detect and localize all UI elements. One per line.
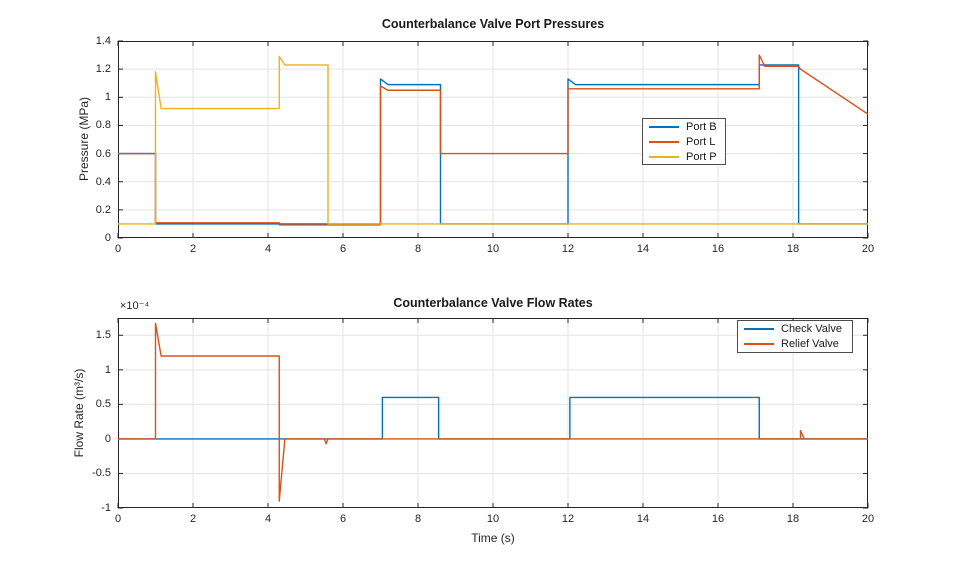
x-tick-label: 20 [861, 243, 875, 255]
x-tick-label: 14 [636, 513, 650, 525]
x-tick-label: 8 [414, 243, 422, 255]
y-tick-label: 1.2 [95, 63, 111, 76]
port-p-line-swatch [649, 155, 679, 158]
y-tick-label: -0.5 [92, 467, 111, 480]
y-tick-label: 0.8 [95, 119, 111, 132]
y-tick-label: 0.4 [95, 175, 111, 188]
legend-label-check-valve: Check Valve [781, 323, 842, 335]
x-tick-label: 0 [114, 513, 122, 525]
time-x-axis-label: Time (s) [471, 531, 515, 545]
x-tick-label: 14 [636, 243, 650, 255]
legend-label-port-l: Port L [686, 135, 716, 148]
legend-item-port-b: Port B [643, 119, 725, 134]
flow-chart-title: Counterbalance Valve Flow Rates [393, 296, 593, 310]
y-tick-label: 0.2 [95, 203, 111, 216]
x-tick-label: 12 [561, 243, 575, 255]
pressure-chart-title: Counterbalance Valve Port Pressures [381, 17, 605, 31]
pressure-plot-area: 0 2 4 6 8 10 12 14 16 18 20 0 0.2 0.4 0.6 0.8 1 1.2 1.4 [96, 35, 874, 255]
x-tick-label: 18 [786, 513, 800, 525]
y-tick-label: 0 [104, 232, 111, 244]
x-tick-label: 16 [711, 513, 725, 525]
flow-y-axis-label: Flow Rate (m³/s) [72, 368, 86, 458]
y-tick-label: 1 [104, 363, 111, 376]
x-tick-label: 6 [339, 243, 347, 255]
y-axis-multiplier-label: ×10⁻⁴ [120, 300, 150, 312]
flow-legend: Check Valve Relief Valve [737, 320, 853, 353]
check-valve-line-swatch [744, 328, 774, 330]
legend-item-port-l: Port L [643, 134, 725, 149]
x-tick-label: 18 [786, 243, 800, 255]
x-tick-label: 12 [561, 513, 575, 525]
relief-valve-line-swatch [744, 343, 774, 345]
legend-item-port-p: Port P [643, 149, 725, 164]
x-tick-label: 10 [486, 243, 500, 255]
port-b-line-swatch [649, 125, 679, 128]
y-tick-label: 1.5 [95, 329, 111, 342]
legend-label-port-b: Port B [686, 120, 717, 133]
y-tick-label: 0.5 [95, 398, 111, 411]
y-tick-label: 1.4 [95, 35, 111, 47]
y-tick-label: 0 [104, 432, 111, 445]
y-tick-label: 0.6 [95, 147, 111, 160]
y-tick-label: -1 [101, 502, 111, 514]
x-tick-label: 10 [486, 513, 500, 525]
pressure-legend: Port B Port L Port P [642, 118, 726, 165]
port-l-line-swatch [649, 140, 679, 143]
x-tick-label: 4 [264, 513, 272, 525]
x-tick-label: 6 [339, 513, 347, 525]
x-tick-label: 2 [189, 513, 197, 525]
x-tick-label: 20 [861, 513, 875, 525]
legend-label-port-p: Port P [686, 150, 717, 163]
y-tick-label: 1 [104, 91, 111, 104]
pressure-plot-svg [117, 40, 869, 239]
x-tick-label: 4 [264, 243, 272, 255]
x-tick-label: 8 [414, 513, 422, 525]
legend-item-relief-valve: Relief Valve [738, 337, 852, 352]
x-tick-label: 16 [711, 243, 725, 255]
legend-item-check-valve: Check Valve [738, 322, 852, 337]
x-tick-label: 2 [189, 243, 197, 255]
x-tick-label: 0 [114, 243, 122, 255]
legend-label-relief-valve: Relief Valve [781, 338, 839, 350]
pressure-y-axis-label: Pressure (MPa) [77, 96, 91, 182]
